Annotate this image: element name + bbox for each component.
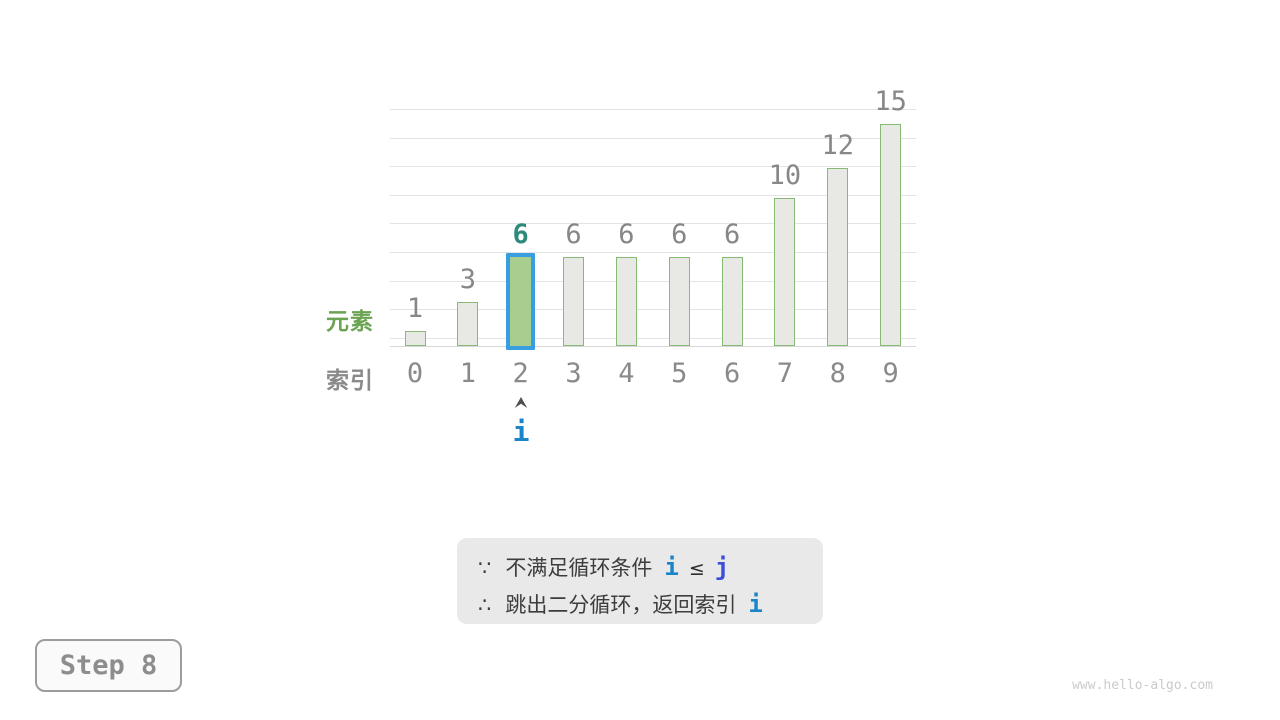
gridline <box>390 166 916 168</box>
gridline <box>390 109 916 110</box>
x-tick-label: 9 <box>882 358 899 389</box>
bar-value-label: 3 <box>459 264 476 295</box>
variable-i: i <box>748 590 763 618</box>
therefore-symbol: ∴ <box>478 593 492 617</box>
bar-value-label: 1 <box>406 293 424 324</box>
bar-index-3 <box>563 257 585 346</box>
gridline <box>390 137 916 139</box>
x-axis-baseline <box>390 345 916 347</box>
variable-i: i <box>664 553 679 581</box>
pointer-label: i <box>512 415 530 448</box>
x-tick-label: 2 <box>512 358 529 389</box>
bar-index-2-highlighted <box>506 253 536 350</box>
bar-index-6 <box>721 257 743 346</box>
annotation-line-1: ∵ 不满足循环条件 i ≤ j <box>478 549 823 586</box>
annotation-line-2: ∴ 跳出二分循环，返回索引 i <box>478 586 823 623</box>
less-equal-operator: ≤ <box>688 558 705 580</box>
x-tick-label: 0 <box>406 358 424 389</box>
bar-index-5 <box>668 257 690 346</box>
bar-value-label: 6 <box>565 219 582 250</box>
bar-value-label: 6 <box>512 219 529 250</box>
bar-index-0 <box>404 331 426 346</box>
annotation-text-2: 跳出二分循环，返回索引 <box>505 593 737 617</box>
bar-index-8 <box>827 168 849 346</box>
because-symbol: ∵ <box>478 556 492 580</box>
x-tick-label: 7 <box>776 358 794 389</box>
x-tick-label: 3 <box>565 358 582 389</box>
x-tick-label: 6 <box>723 358 741 389</box>
gridline <box>390 194 916 196</box>
annotation-box: ∵ 不满足循环条件 i ≤ j ∴ 跳出二分循环，返回索引 i <box>457 538 823 624</box>
gridline <box>390 337 916 339</box>
bar-value-label: 12 <box>821 130 855 161</box>
bar-index-4 <box>615 257 637 346</box>
pointer-caret-icon <box>514 397 528 408</box>
gridline <box>390 309 916 311</box>
bar-index-1 <box>457 302 479 346</box>
x-axis-label: 索引 <box>326 368 374 394</box>
gridline <box>390 280 916 282</box>
x-tick-label: 1 <box>459 358 476 389</box>
variable-j: j <box>714 553 730 581</box>
x-tick-label: 4 <box>618 358 635 389</box>
y-axis-label: 元素 <box>326 309 374 335</box>
step-badge: Step 8 <box>35 639 182 692</box>
x-tick-label: 8 <box>829 358 846 389</box>
bar-value-label: 6 <box>618 219 635 250</box>
bar-value-label: 6 <box>723 219 741 250</box>
bar-value-label: 15 <box>874 86 907 117</box>
bar-index-7 <box>774 198 796 346</box>
bar-value-label: 10 <box>768 160 802 191</box>
annotation-text-1: 不满足循环条件 <box>505 556 653 580</box>
x-tick-label: 5 <box>671 358 688 389</box>
gridline <box>390 252 916 253</box>
bar-index-9 <box>880 124 902 346</box>
bar-value-label: 6 <box>671 219 688 250</box>
gridline <box>390 223 916 225</box>
watermark: www.hello-algo.com <box>1072 678 1213 693</box>
